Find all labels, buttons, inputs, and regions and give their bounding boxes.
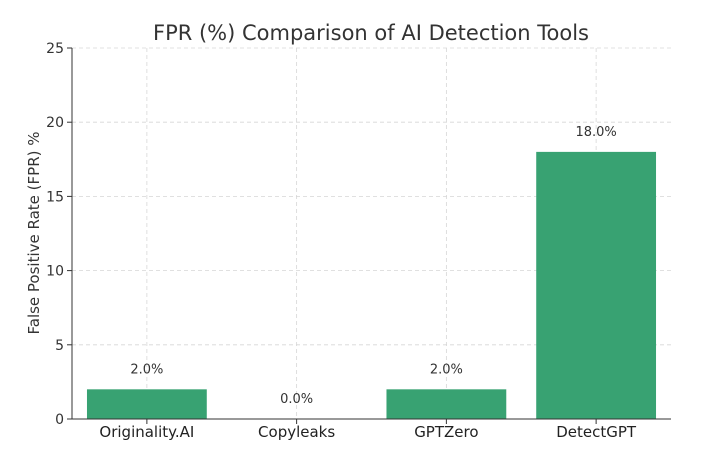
y-axis-label: False Positive Rate (FPR) % [25,132,43,335]
y-tick-label: 25 [46,41,64,57]
x-tick-label: DetectGPT [556,423,637,441]
axes: 0 5 10 15 20 25 Originality.AI Copyleaks GPTZero… [46,41,671,441]
data-label: 2.0% [430,362,463,377]
x-tick-label: Originality.AI [99,423,194,441]
y-tick-label: 5 [55,338,64,354]
x-tick-label: GPTZero [414,423,478,441]
data-label: 0.0% [280,392,313,407]
chart-title: FPR (%) Comparison of AI Detection Tools [153,21,589,45]
y-tick-label: 15 [46,189,64,205]
bar-detectgpt [536,151,657,419]
y-tick-label: 0 [55,412,64,428]
data-label: 2.0% [130,362,163,377]
data-label: 18.0% [575,125,616,140]
y-tick-label: 10 [46,264,64,280]
data-labels: 2.0% 0.0% 2.0% 18.0% [130,125,616,407]
bar-gptzero [386,389,507,419]
y-tick-label: 20 [46,115,64,131]
bar-originality-ai [86,389,207,419]
bars [86,151,657,419]
x-tick-label: Copyleaks [258,423,335,441]
